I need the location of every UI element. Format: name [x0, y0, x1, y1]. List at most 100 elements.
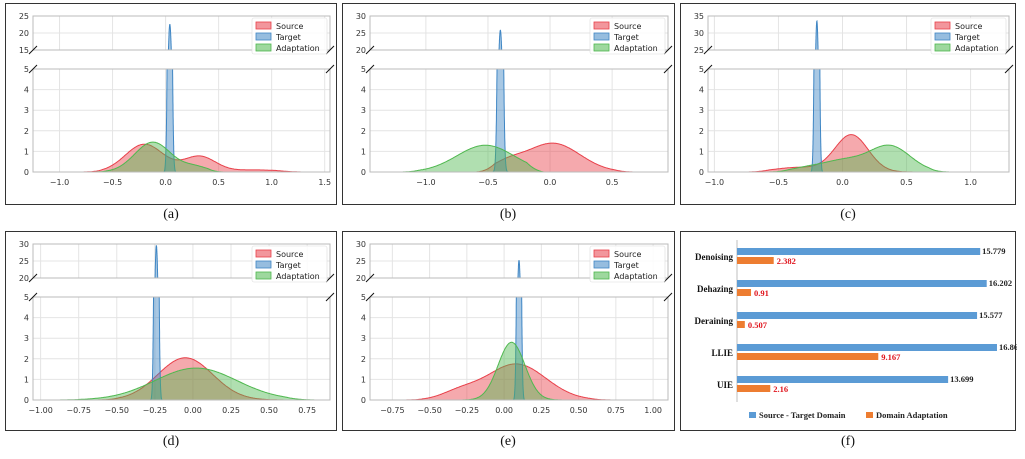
density-adaptation: [91, 141, 224, 172]
legend-swatch-target: [934, 32, 951, 41]
caption-f: (f): [841, 434, 855, 449]
caption-e: (e): [500, 434, 516, 449]
density-target: [810, 69, 824, 172]
density-chart-a: 15 20 25 0 1 2 3 4 5 −1.0 −0.5 0.0 0.5 1.0 1.5 Source Ta…: [19, 12, 335, 187]
x-tick-label: 0.5: [900, 178, 913, 187]
y-tick-label: 2: [24, 127, 29, 136]
bar-source-target: [737, 312, 978, 319]
value-label-source-target: 16.202: [989, 278, 1012, 288]
caption-c: (c): [840, 207, 856, 222]
legend-swatch-adaptation: [593, 271, 610, 280]
x-tick-label: −1.0: [50, 178, 69, 187]
y-tick-label: 1: [24, 147, 29, 156]
y-tick-label: 20: [356, 274, 366, 283]
axis-break-mark: [1004, 45, 1014, 55]
category-label: UIE: [717, 380, 733, 390]
y-tick-label: 1: [699, 147, 704, 156]
x-tick-label: −1.0: [705, 178, 724, 187]
legend-label-adaptation: Adaptation: [614, 272, 658, 281]
density-target-upper: [491, 29, 510, 50]
y-tick-label: 3: [24, 106, 29, 115]
axis-break-mark: [703, 64, 713, 74]
value-label-domain-adaptation: 9.167: [881, 352, 901, 362]
legend-label-source-target: Source - Target Domain: [759, 410, 846, 420]
density-target: [512, 297, 526, 400]
axis-break-mark: [365, 64, 375, 74]
axis-break-mark: [663, 64, 673, 74]
x-tick-label: −0.25: [455, 406, 480, 415]
bar-chart-f: Denoising 15.779 2.382 Dehazing 16.202 0.91 De…: [694, 240, 1017, 420]
x-tick-label: −0.5: [769, 178, 788, 187]
y-tick-label: 25: [19, 257, 29, 266]
axes-frame-upper: [369, 15, 669, 51]
bar-domain-adaptation: [737, 289, 752, 296]
y-tick-label: 25: [356, 257, 366, 266]
axis-break-mark: [28, 45, 38, 55]
density-target-upper: [513, 260, 525, 278]
legend-label-source: Source: [614, 22, 642, 31]
legend-swatch-target: [593, 32, 610, 41]
legend-label-domain-adaptation: Domain Adaptation: [876, 410, 948, 420]
density-panel-b: 20 25 30 0 1 2 3 4 5 −1.0 −0.5 0.0 0.5 Source Target Ad…: [342, 3, 675, 205]
x-tick-label: 0.50: [570, 406, 588, 415]
legend-label-target: Target: [954, 33, 980, 42]
legend-swatch-source: [255, 21, 272, 30]
density-adaptation: [765, 144, 952, 172]
density-panel-c: 25 30 35 0 1 2 3 4 5 −1.0 −0.5 0.0 0.5 1.0 Source Targe…: [680, 3, 1016, 205]
density-panel-e: 20 25 30 0 1 2 3 4 5 −0.75 −0.50 −0.25 0.00 0.25 0.50 0…: [342, 231, 675, 431]
axis-break-mark: [365, 273, 375, 283]
value-label-domain-adaptation: 0.91: [754, 288, 769, 298]
y-tick-label: 30: [19, 240, 29, 249]
value-label-source-target: 13.699: [950, 374, 973, 384]
y-tick-label: 30: [356, 12, 366, 21]
y-tick-label: 5: [24, 65, 29, 74]
x-tick-label: 0.25: [532, 406, 550, 415]
x-tick-label: 0.75: [607, 406, 625, 415]
legend-swatch-target: [255, 260, 272, 269]
density-target-upper: [163, 24, 177, 50]
density-adaptation: [401, 144, 544, 172]
legend-swatch-target: [255, 32, 272, 41]
x-tick-label: 0.00: [495, 406, 513, 415]
x-tick-label: 0.0: [836, 178, 849, 187]
y-tick-label: 3: [361, 106, 366, 115]
density-source: [396, 363, 616, 400]
legend-swatch-adaptation: [593, 43, 610, 52]
legend-swatch-source: [255, 249, 272, 258]
y-tick-label: 2: [24, 355, 29, 364]
x-tick-label: −0.25: [143, 406, 168, 415]
y-tick-label: 20: [19, 274, 29, 283]
y-tick-label: 20: [19, 29, 29, 38]
axis-break-mark: [28, 292, 38, 302]
legend-label-target: Target: [275, 261, 301, 270]
axis-break-mark: [28, 273, 38, 283]
value-label-domain-adaptation: 2.382: [777, 256, 796, 266]
axes-frame-upper: [32, 15, 331, 51]
y-tick-label: 35: [694, 12, 704, 21]
y-tick-label: 4: [361, 86, 366, 95]
legend-label-target: Target: [613, 33, 639, 42]
y-tick-label: 0: [24, 396, 29, 405]
density-panel-a: 15 20 25 0 1 2 3 4 5 −1.0 −0.5 0.0 0.5 1.0 1.5 Source Ta…: [5, 3, 337, 205]
x-tick-label: 1.0: [964, 178, 977, 187]
x-tick-label: 0.75: [298, 406, 316, 415]
y-tick-label: 4: [699, 86, 704, 95]
x-tick-label: 0.5: [606, 178, 619, 187]
legend-label-target: Target: [613, 261, 639, 270]
caption-b: (b): [499, 207, 517, 222]
y-tick-label: 30: [356, 240, 366, 249]
axes-frame-upper: [369, 243, 669, 279]
axes-frame-lower: [32, 68, 331, 173]
y-tick-label: 3: [699, 106, 704, 115]
y-tick-label: 25: [356, 29, 366, 38]
x-tick-label: 0.50: [260, 406, 278, 415]
bar-domain-adaptation: [737, 321, 745, 328]
y-tick-label: 0: [361, 396, 366, 405]
x-tick-label: 0.0: [159, 178, 172, 187]
x-tick-label: −1.00: [28, 406, 53, 415]
x-tick-label: −0.75: [66, 406, 91, 415]
legend-swatch-source: [593, 249, 610, 258]
axis-break-mark: [28, 64, 38, 74]
y-tick-label: 4: [24, 86, 29, 95]
bar-source-target: [737, 344, 997, 351]
